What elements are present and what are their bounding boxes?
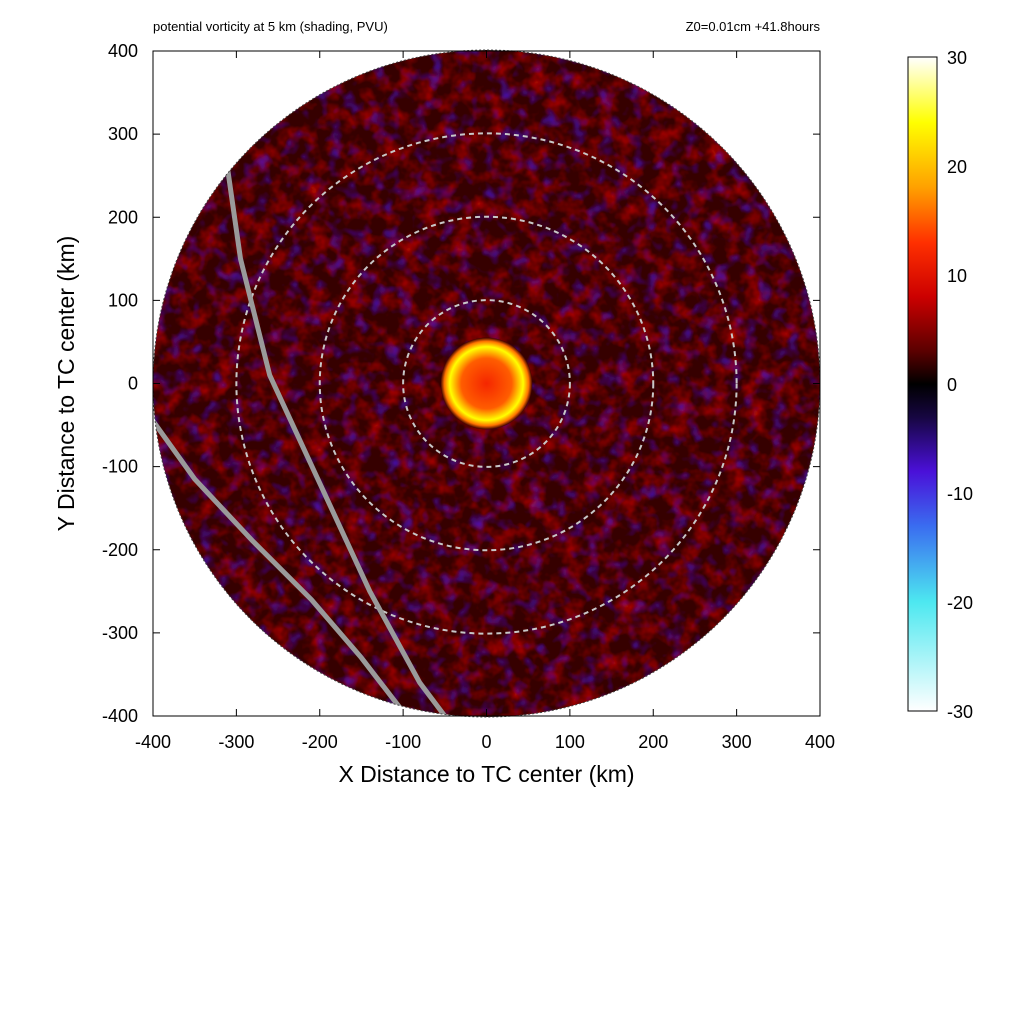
colorbar-tick-label: 0: [947, 375, 957, 395]
x-tick-label: 100: [555, 732, 585, 752]
y-tick-label: 100: [108, 290, 138, 310]
colorbar-tick-label: -10: [947, 484, 973, 504]
x-axis-title: X Distance to TC center (km): [338, 761, 634, 787]
colorbar-tick-label: 10: [947, 266, 967, 286]
range-ring: [318, 215, 655, 552]
colorbar-tick-label: 30: [947, 48, 967, 68]
x-tick-label: 300: [722, 732, 752, 752]
range-ring: [235, 132, 738, 635]
chart-subtitle: Z0=0.01cm +41.8hours: [685, 19, 820, 34]
x-tick-label: 200: [638, 732, 668, 752]
range-ring: [402, 299, 571, 468]
y-tick-label: 400: [108, 41, 138, 61]
colorbar-tick-label: -30: [947, 702, 973, 722]
track-line: [225, 169, 448, 717]
eyewall-core: [440, 337, 533, 430]
y-tick-label: 0: [128, 374, 138, 394]
x-tick-label: -300: [218, 732, 254, 752]
x-tick-label: -200: [302, 732, 338, 752]
x-tick-label: -100: [385, 732, 421, 752]
y-tick-label: 200: [108, 207, 138, 227]
chart-title: potential vorticity at 5 km (shading, PV…: [153, 19, 388, 34]
heatmap-field: [153, 50, 820, 717]
track-line: [153, 418, 406, 715]
x-tick-label: 400: [805, 732, 835, 752]
y-tick-label: -400: [102, 706, 138, 726]
y-tick-label: -100: [102, 457, 138, 477]
colorbar-tick-label: 20: [947, 157, 967, 177]
colorbar-tick-label: -20: [947, 593, 973, 613]
y-tick-label: -300: [102, 623, 138, 643]
y-axis-title: Y Distance to TC center (km): [53, 236, 79, 532]
colorbar: [907, 56, 938, 712]
x-tick-label: 0: [481, 732, 491, 752]
y-tick-label: 300: [108, 124, 138, 144]
y-tick-label: -200: [102, 540, 138, 560]
x-tick-label: -400: [135, 732, 171, 752]
